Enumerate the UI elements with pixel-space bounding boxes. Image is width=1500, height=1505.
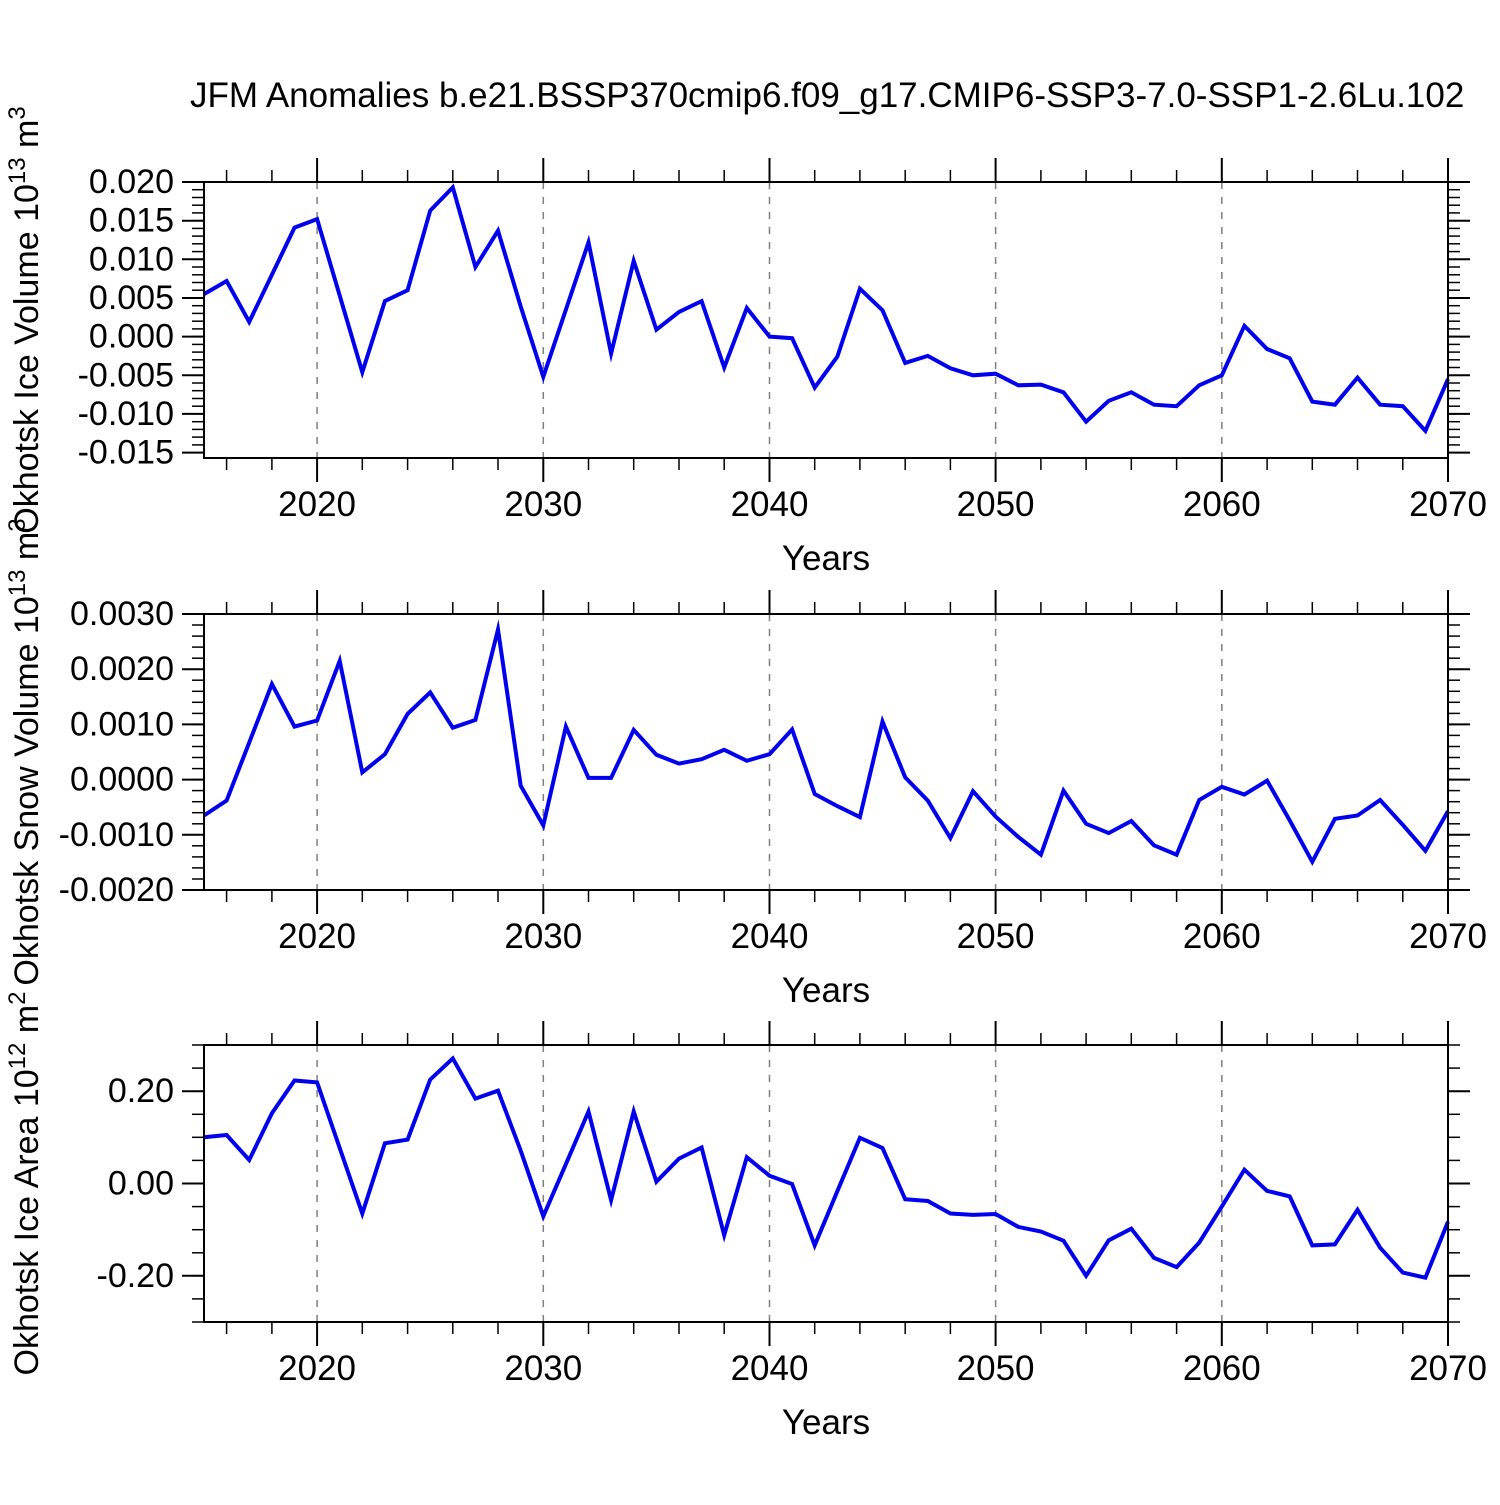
y-axis-title: Okhotsk Ice Area 1012 m2 bbox=[4, 991, 46, 1375]
y-tick-label: -0.015 bbox=[78, 434, 174, 472]
x-axis-title: Years bbox=[782, 539, 870, 578]
y-tick-label: 0.020 bbox=[89, 163, 174, 201]
x-tick-label: 2050 bbox=[957, 485, 1035, 524]
x-tick-label: 2050 bbox=[957, 917, 1035, 956]
y-axis-title: Okhotsk Ice Volume 1013 m3 bbox=[4, 106, 46, 533]
y-tick-label: 0.010 bbox=[89, 240, 174, 278]
x-tick-label: 2070 bbox=[1409, 1349, 1487, 1388]
y-tick-label: 0.0030 bbox=[70, 595, 174, 633]
y-tick-label: 0.0000 bbox=[70, 761, 174, 799]
panel-okhotsk-ice-area: 0.20 0.00 -0.20 2020 2030 2040 2050 2060 2070 Yea… bbox=[4, 991, 1487, 1442]
y-axis-title: Okhotsk Snow Volume 1013 m3 bbox=[4, 518, 46, 985]
x-tick-label: 2030 bbox=[504, 917, 582, 956]
x-axis-title: Years bbox=[782, 971, 870, 1010]
plot-frame bbox=[203, 613, 1449, 891]
plot-frame bbox=[203, 181, 1449, 459]
panel-okhotsk-ice-volume: 0.0200.0150.0100.0050.000-0.005-0.010-0.… bbox=[4, 106, 1487, 578]
x-tick-label: 2040 bbox=[731, 917, 809, 956]
panel-okhotsk-snow-volume: 0.0030 0.0020 0.0010 0.0000 -0.0010 -0.0020 20… bbox=[4, 518, 1487, 1010]
y-tick-label: -0.005 bbox=[78, 356, 174, 394]
y-tick-label: -0.0010 bbox=[59, 816, 174, 854]
series-line-okhotsk-ice-area bbox=[203, 1055, 1450, 1281]
series-line-okhotsk-ice-volume bbox=[202, 183, 1450, 435]
chart-title: JFM Anomalies b.e21.BSSP370cmip6.f09_g17… bbox=[190, 76, 1464, 115]
x-tick-label: 2060 bbox=[1183, 485, 1261, 524]
x-tick-label: 2020 bbox=[278, 485, 356, 524]
y-tick-label: 0.0020 bbox=[70, 650, 174, 688]
x-tick-label: 2030 bbox=[504, 1349, 582, 1388]
x-tick-label: 2070 bbox=[1409, 917, 1487, 956]
x-tick-label: 2040 bbox=[731, 485, 809, 524]
x-tick-label: 2020 bbox=[278, 1349, 356, 1388]
y-tick-label: 0.005 bbox=[89, 279, 174, 317]
y-tick-label: -0.010 bbox=[78, 395, 174, 433]
axis-ticks bbox=[182, 590, 1470, 914]
x-tick-label: 2060 bbox=[1183, 917, 1261, 956]
x-tick-label: 2040 bbox=[731, 1349, 809, 1388]
x-tick-label: 2020 bbox=[278, 917, 356, 956]
series-line-okhotsk-snow-volume bbox=[202, 619, 1450, 867]
axis-ticks bbox=[182, 1021, 1470, 1346]
axis-ticks bbox=[182, 158, 1470, 482]
y-tick-label: -0.20 bbox=[97, 1257, 175, 1295]
y-tick-label: 0.000 bbox=[89, 318, 174, 356]
y-tick-label: 0.0010 bbox=[70, 705, 174, 743]
x-tick-label: 2070 bbox=[1409, 485, 1487, 524]
y-tick-label: 0.20 bbox=[108, 1072, 174, 1110]
y-tick-label: -0.0020 bbox=[59, 871, 174, 909]
y-tick-label: 0.015 bbox=[89, 202, 174, 240]
y-tick-label: 0.00 bbox=[108, 1165, 174, 1203]
x-tick-label: 2050 bbox=[957, 1349, 1035, 1388]
x-axis-title: Years bbox=[782, 1403, 870, 1442]
x-tick-label: 2030 bbox=[504, 485, 582, 524]
x-tick-label: 2060 bbox=[1183, 1349, 1261, 1388]
